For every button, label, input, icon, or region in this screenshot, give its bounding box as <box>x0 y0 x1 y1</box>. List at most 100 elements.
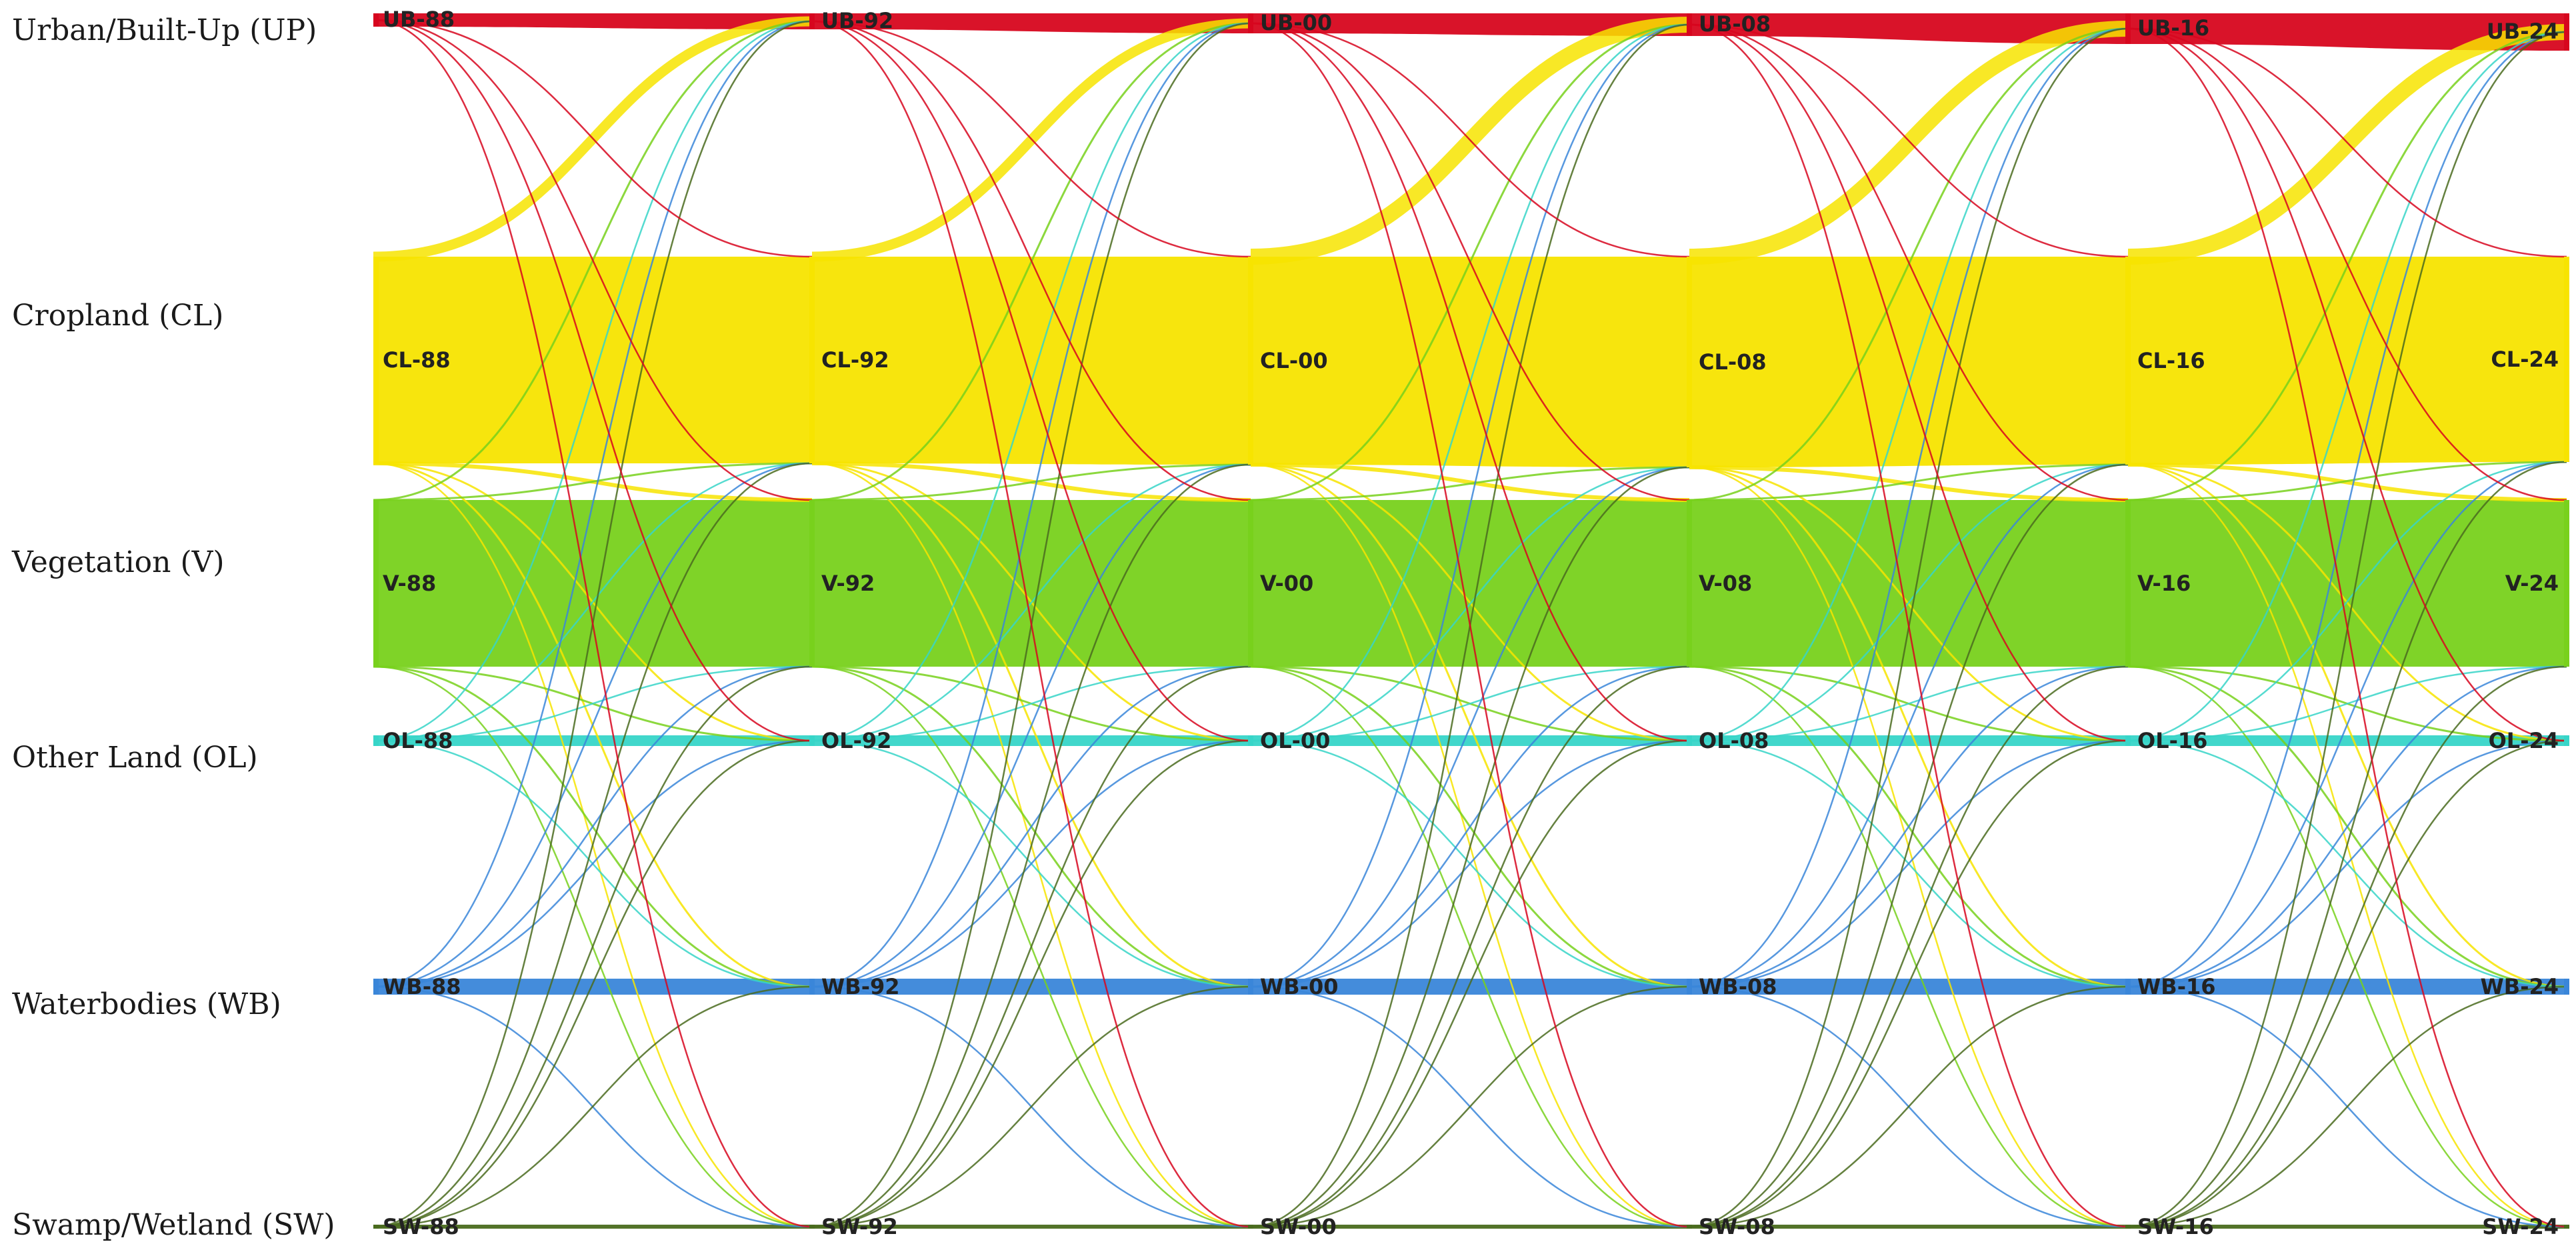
node-wb-08 <box>1687 979 1692 995</box>
node-ol-00 <box>1248 735 1253 746</box>
flow-ol-to-v-16-24 <box>2127 665 2567 742</box>
node-ub-08 <box>1687 13 1692 36</box>
flow-sw-to-ol-16-24 <box>2127 739 2567 1228</box>
node-label-ub-88: UB-88 <box>383 7 455 32</box>
band-wb-08-16 <box>1689 979 2128 995</box>
flow-cl-to-v-00-08 <box>1250 463 1690 502</box>
node-label-ub-24: UB-24 <box>2487 19 2559 44</box>
flows-layer <box>373 13 2567 1229</box>
flow-ol-to-v-00-08 <box>1250 665 1690 742</box>
node-cl-88 <box>373 257 379 463</box>
band-ol-00-08 <box>1251 735 1689 746</box>
node-label-ub-92: UB-92 <box>821 8 893 33</box>
row-label-cropland: Cropland (CL) <box>12 299 224 333</box>
flow-sw-to-wb-00-08 <box>1250 985 1690 1228</box>
node-cl-24 <box>2564 257 2569 462</box>
flow-sw-to-wb-08-16 <box>1689 985 2129 1228</box>
node-v-92 <box>809 500 815 667</box>
band-v-08-16 <box>1689 500 2128 667</box>
flow-ub-to-ol-16-24 <box>2127 27 2567 742</box>
node-sw-08 <box>1687 1225 1692 1229</box>
flow-wb-to-cl-92-00 <box>811 463 1251 988</box>
node-ub-16 <box>2125 13 2131 44</box>
flow-sw-to-v-08-16 <box>1689 665 2129 1228</box>
node-label-sw-00: SW-00 <box>1260 1214 1337 1239</box>
flow-v-to-ub-08-16 <box>1689 27 2129 501</box>
flow-ub-to-cl-08-16 <box>1689 23 2129 258</box>
node-label-v-08: V-08 <box>1699 571 1752 596</box>
band-cl-92-00 <box>812 257 1251 465</box>
node-ol-24 <box>2564 735 2569 746</box>
flow-ub-to-sw-00-08 <box>1250 22 1690 1228</box>
node-label-ol-16: OL-16 <box>2137 728 2207 753</box>
node-label-ub-00: UB-00 <box>1260 10 1332 35</box>
node-label-v-16: V-16 <box>2137 571 2191 596</box>
node-label-wb-88: WB-88 <box>383 974 461 999</box>
node-label-wb-16: WB-16 <box>2137 974 2216 999</box>
flow-wb-to-ol-88-92 <box>373 739 813 988</box>
nodes-layer <box>373 13 2569 1229</box>
node-label-ol-92: OL-92 <box>821 728 891 753</box>
flow-ol-to-v-08-16 <box>1689 665 2129 742</box>
node-wb-92 <box>809 979 815 995</box>
node-v-16 <box>2125 500 2131 667</box>
node-cl-92 <box>809 257 815 463</box>
flow-ol-to-cl-88-92 <box>373 462 813 742</box>
flow-wb-to-ub-16-24 <box>2127 31 2567 988</box>
flow-cl-to-ub-16-24 <box>2127 24 2567 265</box>
node-sw-24 <box>2564 1225 2569 1229</box>
flow-wb-to-ol-08-16 <box>1689 739 2129 988</box>
node-wb-24 <box>2564 979 2569 995</box>
band-ub-92-00 <box>812 13 1251 33</box>
flow-sw-to-wb-92-00 <box>811 985 1251 1228</box>
band-sw-16-24 <box>2128 1225 2567 1229</box>
node-ub-92 <box>809 13 815 29</box>
flow-sw-to-wb-16-24 <box>2127 985 2567 1228</box>
band-v-00-08 <box>1251 500 1689 667</box>
node-label-sw-16: SW-16 <box>2137 1214 2214 1239</box>
flow-ub-to-cl-00-08 <box>1250 22 1690 258</box>
node-v-08 <box>1687 500 1692 667</box>
node-wb-16 <box>2125 979 2131 995</box>
flow-wb-to-cl-88-92 <box>373 462 813 988</box>
node-label-ol-88: OL-88 <box>383 728 453 753</box>
flow-ub-to-sw-16-24 <box>2127 27 2567 1228</box>
flow-sw-to-cl-88-92 <box>373 462 813 1228</box>
band-ub-08-16 <box>1689 13 2128 44</box>
row-label-swamp-wetland: Swamp/Wetland (SW) <box>12 1208 335 1242</box>
node-v-00 <box>1248 500 1253 667</box>
flow-ub-to-cl-16-24 <box>2127 27 2567 258</box>
node-cl-08 <box>1687 257 1692 467</box>
flow-sw-to-cl-16-24 <box>2127 461 2567 1228</box>
flow-wb-to-v-88-92 <box>373 665 813 988</box>
band-ub-00-08 <box>1251 13 1689 36</box>
flow-wb-to-v-08-16 <box>1689 665 2129 988</box>
flow-ub-to-v-88-92 <box>373 19 813 501</box>
flow-v-to-cl-92-00 <box>811 463 1251 501</box>
node-ol-16 <box>2125 735 2131 746</box>
node-label-cl-88: CL-88 <box>383 347 451 373</box>
flow-wb-to-cl-16-24 <box>2127 461 2567 988</box>
flow-wb-to-ub-92-00 <box>811 22 1251 988</box>
band-sw-88-92 <box>373 1225 812 1229</box>
band-ol-88-92 <box>373 735 812 746</box>
band-cl-88-92 <box>373 257 812 463</box>
flow-ol-to-cl-92-00 <box>811 463 1251 742</box>
flow-sw-to-v-00-08 <box>1250 665 1690 1228</box>
node-label-sw-88: SW-88 <box>383 1214 459 1239</box>
flow-v-to-cl-00-08 <box>1250 466 1690 501</box>
node-label-wb-08: WB-08 <box>1699 974 1777 999</box>
node-ub-24 <box>2564 13 2569 51</box>
node-label-ol-24: OL-24 <box>2489 728 2559 753</box>
flow-wb-to-v-00-08 <box>1250 665 1690 988</box>
node-v-88 <box>373 500 379 667</box>
flow-ub-to-sw-08-16 <box>1689 23 2129 1228</box>
flow-wb-to-ol-16-24 <box>2127 739 2567 988</box>
flow-ol-to-cl-08-16 <box>1689 463 2129 742</box>
node-label-ub-08: UB-08 <box>1699 11 1771 37</box>
row-label-waterbodies: Waterbodies (WB) <box>12 987 281 1021</box>
flow-ol-to-cl-16-24 <box>2127 461 2567 742</box>
band-ub-88-92 <box>373 13 812 29</box>
node-labels-layer: UB-88 UB-92 UB-00 UB-08 UB-16 UB-24 CL-88 CL-92… <box>383 7 2559 1239</box>
band-sw-00-08 <box>1251 1225 1689 1229</box>
